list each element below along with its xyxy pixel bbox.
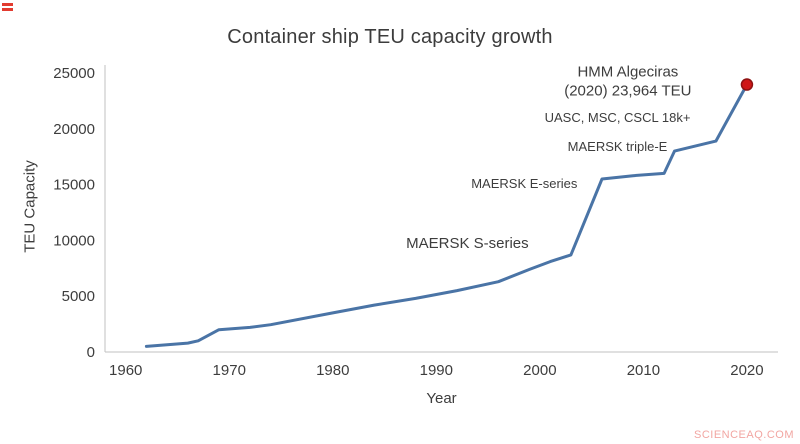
x-tick-label: 1990 (420, 362, 453, 379)
y-tick-label: 25000 (53, 65, 95, 82)
x-tick-label: 1960 (109, 362, 142, 379)
y-tick-label: 0 (87, 344, 95, 361)
x-tick-label: 2010 (627, 362, 660, 379)
annotation-label: UASC, MSC, CSCL 18k+ (545, 110, 691, 125)
y-tick-label: 5000 (62, 288, 95, 305)
x-tick-label: 1970 (213, 362, 246, 379)
annotation-label: HMM Algeciras (2020) 23,964 TEU (564, 64, 691, 100)
y-tick-label: 15000 (53, 177, 95, 194)
watermark: SCIENCEAQ.COM (693, 429, 794, 441)
y-tick-label: 20000 (53, 121, 95, 138)
annotation-label: MAERSK S-series (406, 235, 529, 252)
chart-title: Container ship TEU capacity growth (227, 26, 553, 48)
endpoint-marker (740, 78, 754, 91)
x-axis-label: Year (426, 390, 457, 407)
x-tick-label: 2000 (523, 362, 556, 379)
y-tick-label: 10000 (53, 232, 95, 249)
annotation-label: MAERSK triple-E (568, 139, 668, 154)
x-tick-label: 1980 (316, 362, 349, 379)
x-tick-label: 2020 (730, 362, 763, 379)
teu-capacity-line (144, 83, 749, 348)
annotation-label: MAERSK E-series (471, 176, 578, 191)
corner-mark (2, 3, 13, 13)
